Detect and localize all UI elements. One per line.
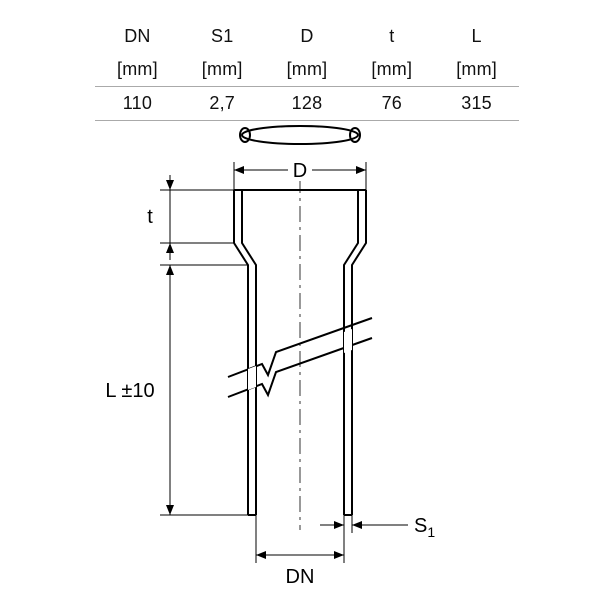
- label-dn: DN: [286, 566, 315, 588]
- label-s1: S1: [414, 515, 435, 540]
- col-unit: [mm]: [434, 53, 519, 87]
- gasket-ring: [240, 126, 360, 144]
- table-header-row: DN S1 D t L: [95, 20, 519, 53]
- col-header: DN: [95, 20, 180, 53]
- col-header: S1: [180, 20, 265, 53]
- col-unit: [mm]: [265, 53, 350, 87]
- dimension-dn: [256, 515, 344, 563]
- table-unit-row: [mm] [mm] [mm] [mm] [mm]: [95, 53, 519, 87]
- label-l: L ±10: [105, 380, 154, 402]
- label-t: t: [147, 206, 153, 228]
- col-header: t: [349, 20, 434, 53]
- label-d: D: [293, 160, 307, 182]
- col-unit: [mm]: [349, 53, 434, 87]
- col-header: L: [434, 20, 519, 53]
- specification-table: DN S1 D t L [mm] [mm] [mm] [mm] [mm] 110…: [95, 20, 519, 121]
- col-header: D: [265, 20, 350, 53]
- col-unit: [mm]: [95, 53, 180, 87]
- dimension-l: [160, 265, 248, 515]
- col-unit: [mm]: [180, 53, 265, 87]
- dimension-t: [160, 175, 234, 260]
- dimension-s1: [320, 515, 408, 533]
- pipe-diagram: D t L ±10 DN: [0, 115, 600, 600]
